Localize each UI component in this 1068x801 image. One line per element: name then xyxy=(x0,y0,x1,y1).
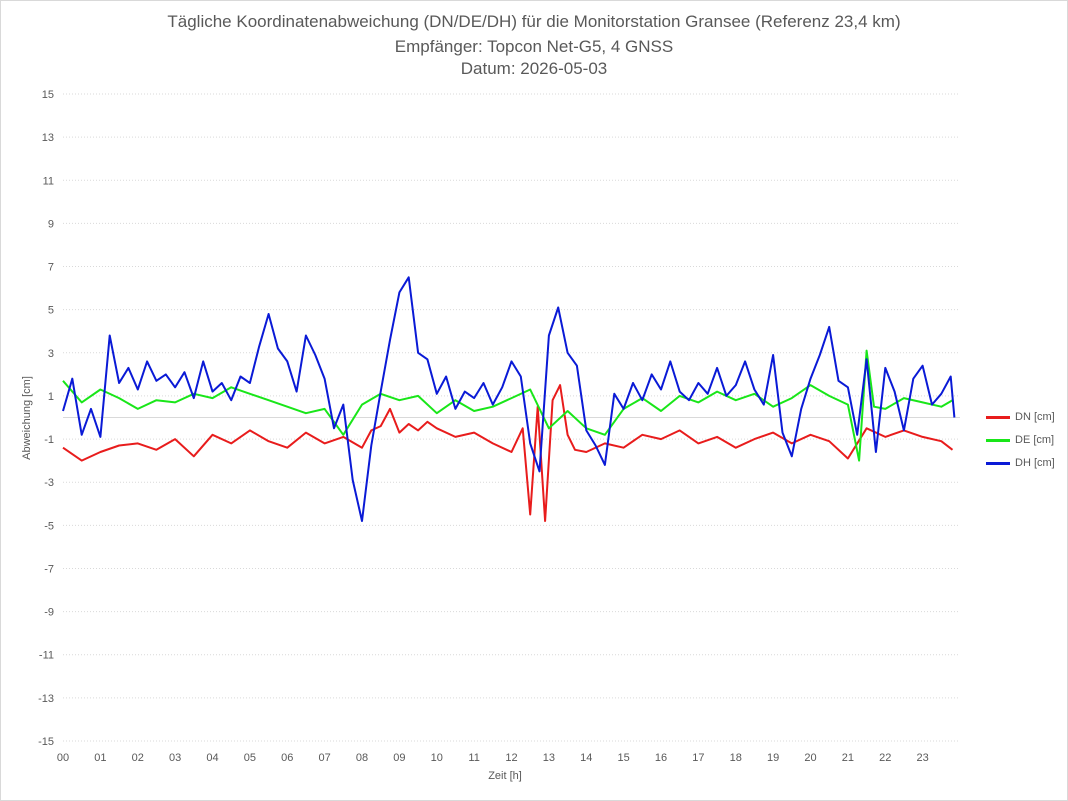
y-tick-label: -15 xyxy=(38,736,54,748)
series-lines xyxy=(62,276,956,522)
y-tick-label: 1 xyxy=(48,391,54,403)
x-tick-label: 10 xyxy=(431,752,443,764)
y-tick-labels: 15 13 11 9 7 5 3 1 -1 -3 -5 -7 -9 -11 -13 -15 xyxy=(38,89,54,748)
legend-swatch-dh xyxy=(986,461,1010,465)
x-tick-label: 20 xyxy=(804,752,816,764)
x-tick-label: 14 xyxy=(580,752,592,764)
x-tick-label: 09 xyxy=(393,752,405,764)
legend-swatch-de xyxy=(986,438,1010,442)
x-tick-label: 13 xyxy=(543,752,555,764)
x-axis-title: Zeit [h] xyxy=(488,770,522,782)
y-tick-label: 7 xyxy=(48,262,54,274)
y-tick-label: -1 xyxy=(44,434,54,446)
y-tick-label: -3 xyxy=(44,477,54,489)
x-tick-label: 00 xyxy=(57,752,69,764)
y-tick-label: 3 xyxy=(48,348,54,360)
chart-date: Datum: 2026-05-03 xyxy=(460,59,608,78)
y-tick-label: 13 xyxy=(42,132,54,144)
x-tick-label: 04 xyxy=(206,752,218,764)
x-tick-label: 17 xyxy=(692,752,704,764)
legend-swatch-dn xyxy=(986,415,1010,419)
legend-label-dh: DH [cm] xyxy=(1015,457,1055,469)
x-tick-label: 16 xyxy=(655,752,667,764)
y-tick-label: -7 xyxy=(44,563,54,575)
y-tick-label: 11 xyxy=(43,175,54,187)
grid-lines xyxy=(63,93,960,742)
y-tick-label: 5 xyxy=(48,305,54,317)
series-line-de xyxy=(62,349,954,462)
legend-label-de: DE [cm] xyxy=(1015,434,1055,446)
legend-item-de: DE [cm] xyxy=(986,434,1054,446)
y-tick-label: 15 xyxy=(42,89,54,101)
y-axis-title: Abweichung [cm] xyxy=(21,376,33,460)
x-tick-label: 19 xyxy=(767,752,779,764)
series-line-dn xyxy=(62,384,954,522)
x-tick-label: 06 xyxy=(281,752,293,764)
x-tick-label: 05 xyxy=(244,752,256,764)
y-tick-label: 9 xyxy=(48,218,54,230)
x-tick-label: 18 xyxy=(730,752,742,764)
x-tick-label: 01 xyxy=(94,752,106,764)
x-tick-labels: 00 01 02 03 04 05 06 07 08 09 10 11 12 13 14 15 16 17 18 19… xyxy=(57,752,929,764)
x-tick-label: 02 xyxy=(132,752,144,764)
x-tick-label: 11 xyxy=(468,752,479,764)
x-tick-label: 21 xyxy=(842,752,854,764)
y-tick-label: -11 xyxy=(39,650,54,662)
y-tick-label: -5 xyxy=(44,520,54,532)
legend-item-dn: DN [cm] xyxy=(986,411,1055,423)
x-tick-label: 22 xyxy=(879,752,891,764)
series-line-dh xyxy=(62,276,956,522)
x-tick-label: 08 xyxy=(356,752,368,764)
legend-item-dh: DH [cm] xyxy=(986,457,1055,469)
x-tick-label: 07 xyxy=(319,752,331,764)
y-tick-label: -13 xyxy=(38,693,54,705)
legend-label-dn: DN [cm] xyxy=(1015,411,1055,423)
x-tick-label: 15 xyxy=(618,752,630,764)
chart-subtitle: Empfänger: Topcon Net-G5, 4 GNSS xyxy=(394,37,674,56)
x-tick-label: 23 xyxy=(917,752,929,764)
x-tick-label: 03 xyxy=(169,752,181,764)
chart-title: Tägliche Koordinatenabweichung (DN/DE/DH… xyxy=(167,12,901,31)
y-tick-label: -9 xyxy=(44,607,54,619)
x-tick-label: 12 xyxy=(505,752,517,764)
